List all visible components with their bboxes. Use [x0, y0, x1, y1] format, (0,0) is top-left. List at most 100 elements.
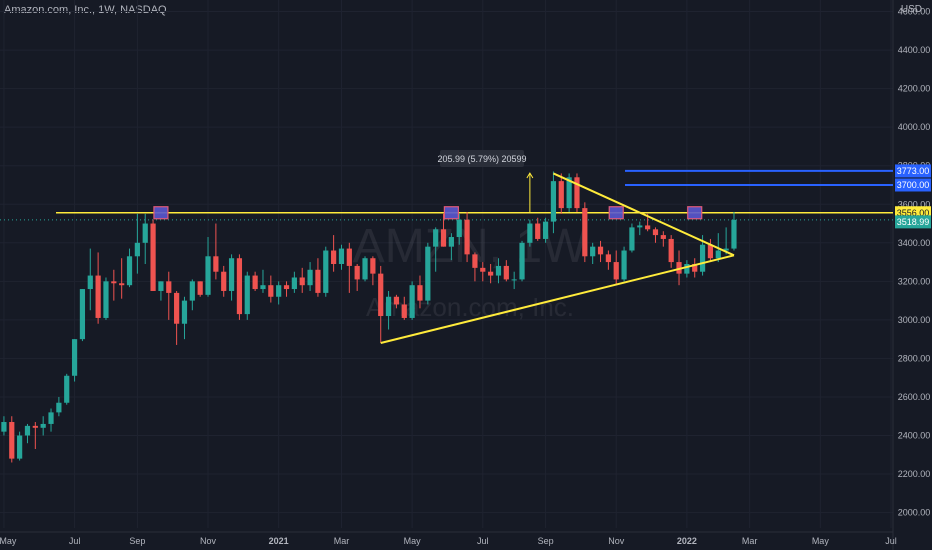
candle-body — [111, 281, 117, 284]
candle-body — [142, 223, 148, 243]
candle-body — [197, 281, 203, 295]
candle-body — [362, 258, 368, 280]
candle-body — [668, 238, 674, 263]
time-tick-label: May — [0, 536, 17, 546]
candle-body — [307, 269, 313, 286]
candle-body — [433, 229, 439, 247]
price-tick-label: 2600.00 — [898, 392, 931, 402]
time-tick-label: Jul — [69, 536, 81, 546]
candle-body — [236, 258, 243, 315]
candle-body — [103, 281, 109, 318]
grid — [0, 0, 893, 528]
candle-body — [1, 422, 7, 432]
candle-body — [464, 219, 470, 255]
price-tick-label: 2200.00 — [898, 469, 931, 479]
candle-body — [32, 425, 38, 428]
time-tick-label: 2022 — [677, 536, 697, 546]
price-tick-label: 3200.00 — [898, 276, 931, 286]
candle-body — [268, 285, 274, 297]
horizontal-levels — [0, 169, 893, 221]
candle-body — [189, 281, 195, 301]
resistance-box — [153, 206, 169, 220]
candle-body — [40, 423, 46, 428]
candle-body — [370, 258, 376, 274]
candle-body — [456, 219, 462, 238]
candle-body — [291, 277, 297, 290]
candle-body — [79, 289, 86, 340]
candle-body — [166, 281, 172, 293]
candle-body — [574, 177, 580, 209]
price-tick-label: 4200.00 — [898, 84, 931, 94]
resistance-box — [687, 206, 703, 220]
triangle-pattern — [380, 172, 735, 344]
candle-body — [605, 254, 611, 263]
candle-body — [134, 242, 140, 257]
price-tag-level: 3773.00 — [897, 166, 930, 176]
candle-body — [378, 273, 384, 317]
candle-body — [629, 227, 635, 251]
watermark-symbol: AMZN, 1W — [353, 220, 588, 273]
candle-body — [527, 223, 533, 243]
candle-body — [346, 248, 352, 266]
time-tick-label: May — [404, 536, 422, 546]
candle-body — [582, 208, 588, 257]
candle-body — [448, 237, 454, 247]
candle-body — [205, 256, 211, 295]
candle-body — [417, 285, 423, 301]
time-tick-label: Jul — [885, 536, 897, 546]
time-tick-label: Jul — [477, 536, 489, 546]
candle-body — [283, 285, 290, 290]
candle-body — [17, 435, 23, 459]
candle-body — [385, 296, 392, 317]
candle-body — [645, 225, 651, 230]
candle-body — [660, 235, 666, 239]
candle-body — [95, 275, 101, 318]
price-tag-bg — [895, 178, 931, 192]
candle-body — [511, 279, 517, 281]
price-tick-label: 4000.00 — [898, 122, 931, 132]
candle-body — [597, 246, 604, 255]
candle-body — [181, 300, 188, 324]
candle-body — [440, 229, 447, 247]
candle-body — [354, 265, 360, 280]
candle-body — [315, 269, 321, 293]
candle-body — [613, 262, 619, 280]
candle-body — [323, 250, 329, 293]
watermark: AMZN, 1W Amazon.com, Inc. — [353, 220, 588, 322]
symbol-title: Amazon.com, Inc., 1W, NASDAQ — [4, 4, 167, 16]
time-tick-label: 2021 — [269, 536, 289, 546]
candle-body — [550, 181, 557, 222]
resistance-box — [608, 206, 624, 220]
candle-body — [338, 248, 345, 264]
time-tick-label: Nov — [200, 536, 217, 546]
candle-body — [472, 254, 478, 268]
price-tag-bg — [895, 164, 931, 178]
candle-body — [252, 275, 258, 290]
price-tag-last: 3518.99 — [897, 217, 930, 227]
time-tick-label: Nov — [608, 536, 625, 546]
candle-body — [723, 248, 729, 251]
time-tick-label: Sep — [129, 536, 145, 546]
candle-body — [64, 375, 70, 403]
candle-body — [87, 275, 93, 290]
price-tick-label: 3400.00 — [898, 238, 931, 248]
candle-body — [676, 262, 682, 274]
trend-line — [380, 254, 735, 344]
price-tag-level: 3700.00 — [897, 180, 930, 190]
candle-body — [566, 177, 572, 209]
candle-body — [503, 265, 509, 280]
candle-body — [401, 304, 407, 318]
candle-body — [221, 271, 227, 291]
candle-body — [425, 246, 431, 301]
candle-body — [213, 256, 219, 272]
candle-body — [331, 250, 337, 264]
trend-line — [553, 172, 735, 257]
measure-arrow-head — [526, 172, 534, 179]
candle-body — [558, 181, 564, 209]
candle-body — [9, 422, 15, 459]
candle-body — [244, 275, 250, 315]
candle-body — [495, 265, 502, 276]
price-tick-label: 2800.00 — [898, 353, 931, 363]
